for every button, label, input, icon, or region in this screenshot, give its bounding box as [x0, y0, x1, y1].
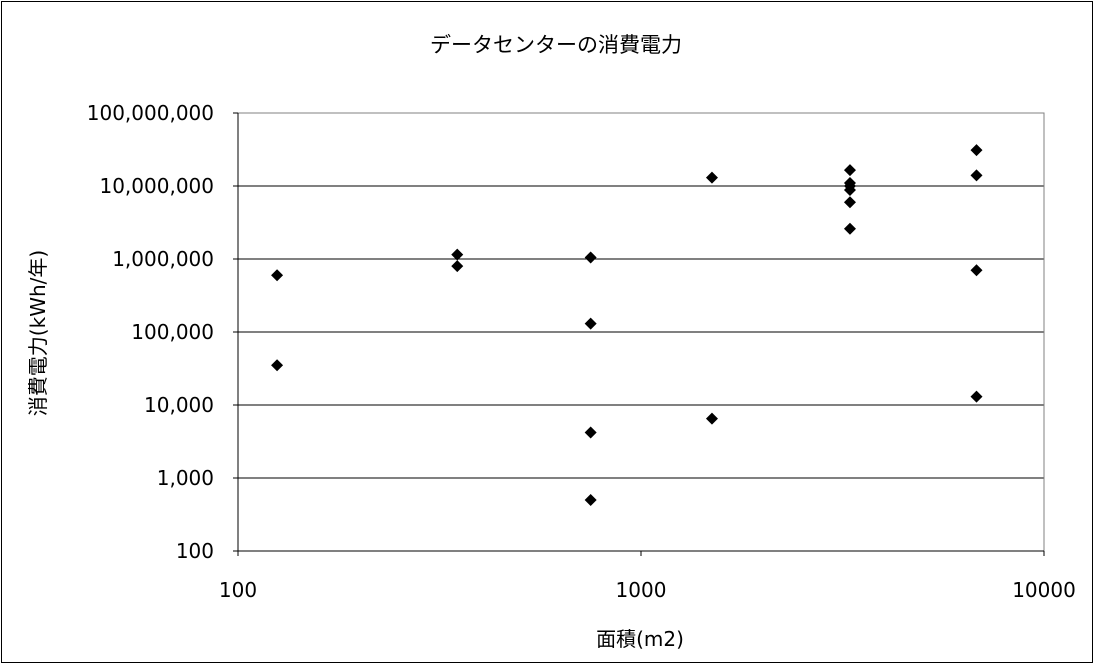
y-tick-label: 100,000,000	[87, 101, 214, 125]
data-point	[451, 248, 464, 261]
data-point	[843, 184, 856, 197]
y-tick-label: 1,000	[157, 466, 214, 490]
data-point	[584, 251, 597, 264]
data-point	[970, 390, 983, 403]
y-tick-label: 100,000	[131, 320, 214, 344]
data-point	[843, 164, 856, 177]
x-tick-label: 100	[219, 578, 257, 602]
y-tick-label: 1,000,000	[112, 247, 214, 271]
data-point	[451, 260, 464, 273]
y-tick-labels: 100 1,000 10,000 100,000 1,000,000 10,000,000…	[87, 101, 214, 563]
data-point	[705, 412, 718, 425]
data-point	[970, 264, 983, 277]
data-point	[843, 196, 856, 209]
data-point	[271, 269, 284, 282]
chart-title: データセンターの消費電力	[430, 33, 682, 57]
data-point	[584, 493, 597, 506]
data-point	[705, 171, 718, 184]
y-tick-label: 10,000,000	[99, 174, 214, 198]
y-tick-label: 100	[176, 539, 214, 563]
data-point	[970, 169, 983, 182]
x-tick-labels: 100 1000 10000	[219, 578, 1076, 602]
data-point	[271, 359, 284, 372]
x-tick-label: 10000	[1012, 578, 1076, 602]
data-point	[584, 317, 597, 330]
x-axis-label: 面積(m2)	[596, 627, 684, 651]
y-axis-label: 消費電力(kWh/年)	[26, 250, 50, 416]
y-tick-label: 10,000	[144, 393, 214, 417]
data-point	[584, 426, 597, 439]
x-tick-label: 1000	[616, 578, 667, 602]
data-point	[843, 222, 856, 235]
axes	[233, 112, 1045, 556]
data-point	[970, 144, 983, 157]
gridlines	[238, 185, 1044, 479]
data-points	[271, 144, 983, 506]
